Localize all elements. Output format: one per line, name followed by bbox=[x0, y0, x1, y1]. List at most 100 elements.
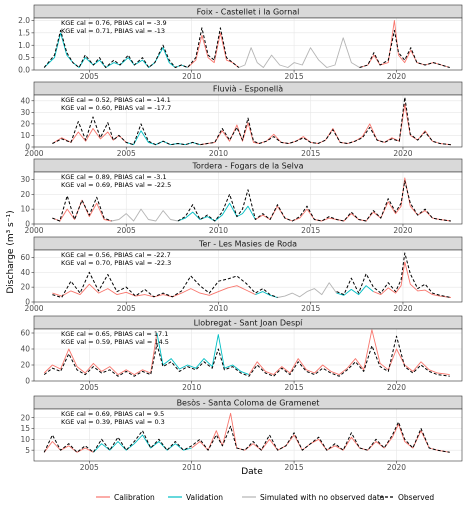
y-tick-label: 10 bbox=[20, 131, 30, 140]
y-tick-label: 0 bbox=[25, 377, 30, 386]
x-tick-label: 2010 bbox=[182, 72, 201, 81]
observed-line bbox=[52, 195, 112, 222]
x-tick-label: 2000 bbox=[24, 226, 43, 235]
legend: Calibration Validation Simulated with no o… bbox=[96, 493, 434, 502]
y-tick-label: 60 bbox=[20, 253, 30, 262]
y-tick-label: 10 bbox=[20, 205, 30, 214]
x-tick-label: 2010 bbox=[209, 304, 228, 313]
observed-line bbox=[43, 335, 450, 377]
x-tick-label: 2010 bbox=[182, 383, 201, 392]
facet-title: Fluvià - Esponellà bbox=[213, 85, 283, 94]
y-tick-label: 20 bbox=[20, 413, 30, 422]
plot-area bbox=[34, 172, 462, 224]
x-tick-label: 2005 bbox=[117, 149, 136, 158]
x-tick-label: 2005 bbox=[80, 463, 99, 472]
legend-label: Calibration bbox=[114, 493, 155, 502]
metrics-annotation: KGE val = 0.59, PBIAS val = 14.5 bbox=[61, 338, 169, 346]
facet-title: Llobregat - Sant Joan Despí bbox=[194, 319, 304, 328]
legend-label: Observed bbox=[398, 493, 434, 502]
y-tick-label: 5 bbox=[25, 446, 30, 455]
legend-label: Validation bbox=[186, 493, 223, 502]
x-tick-label: 2010 bbox=[182, 463, 201, 472]
observed-line bbox=[177, 180, 451, 222]
y-tick-label: 20 bbox=[20, 283, 30, 292]
facet-panels: Foix - Castellet i la Gornal KGE cal = 0.… bbox=[18, 4, 463, 472]
x-tick-label: 2000 bbox=[24, 304, 43, 313]
observed-line bbox=[52, 271, 278, 298]
y-tick-label: 40 bbox=[20, 345, 30, 354]
panel-border bbox=[33, 408, 463, 462]
facet-title: Foix - Castellet i la Gornal bbox=[197, 8, 300, 17]
simulated_no_obs-line bbox=[277, 282, 337, 298]
x-axis-title: Date bbox=[241, 467, 263, 477]
calibration-line bbox=[52, 199, 112, 222]
metrics-annotation: KGE val = 0.71, PBIAS val = -13 bbox=[61, 27, 165, 35]
facet-title: Tordera - Fogars de la Selva bbox=[192, 162, 304, 171]
calibration-line bbox=[43, 332, 158, 376]
x-tick-label: 2000 bbox=[24, 149, 43, 158]
y-tick-label: 1.5 bbox=[18, 28, 30, 37]
y-tick-label: 1.0 bbox=[18, 41, 30, 50]
x-tick-label: 2010 bbox=[209, 149, 228, 158]
panel-border bbox=[33, 17, 463, 71]
metrics-annotation: KGE cal = 0.65, PBIAS cal = 17.1 bbox=[61, 330, 168, 338]
y-tick-label: 20 bbox=[20, 361, 30, 370]
validation-line bbox=[93, 434, 192, 453]
facet-panel: Foix - Castellet i la Gornal KGE cal = 0.… bbox=[18, 4, 463, 81]
calibration-line bbox=[43, 441, 94, 453]
y-tick-label: 60 bbox=[20, 329, 30, 338]
x-tick-label: 2020 bbox=[387, 72, 406, 81]
facet-title: Besòs - Santa Coloma de Gramenet bbox=[177, 398, 320, 408]
y-tick-label: 0 bbox=[25, 298, 30, 307]
facet-panel: Besòs - Santa Coloma de Gramenet KGE cal … bbox=[20, 395, 463, 472]
facet-panel: Fluvià - Esponellà KGE cal = 0.52, PBIAS … bbox=[20, 81, 463, 158]
metrics-annotation: KGE val = 0.69, PBIAS val = -22.5 bbox=[61, 181, 171, 189]
x-tick-label: 2005 bbox=[80, 383, 99, 392]
legend-label: Simulated with no observed data bbox=[260, 493, 384, 502]
observed-line bbox=[43, 27, 240, 68]
x-tick-label: 2005 bbox=[117, 226, 136, 235]
x-tick-label: 2015 bbox=[301, 304, 320, 313]
simulated_no_obs-line bbox=[111, 208, 178, 222]
x-tick-label: 2020 bbox=[393, 149, 412, 158]
panel-border bbox=[33, 94, 463, 148]
observed-line bbox=[336, 252, 451, 298]
metrics-annotation: KGE cal = 0.89, PBIAS cal = -3.1 bbox=[61, 173, 167, 181]
validation-line bbox=[177, 202, 256, 222]
x-tick-label: 2020 bbox=[387, 383, 406, 392]
panel-border bbox=[33, 171, 463, 225]
validation-line bbox=[336, 285, 374, 296]
y-axis-title: Discharge (m³ s⁻¹) bbox=[6, 210, 16, 293]
x-tick-label: 2015 bbox=[301, 226, 320, 235]
metrics-annotation: KGE cal = 0.52, PBIAS cal = -14.1 bbox=[61, 96, 171, 104]
facet-panel: Llobregat - Sant Joan Despí KGE cal = 0.6… bbox=[20, 315, 463, 392]
y-tick-label: 15 bbox=[20, 424, 30, 433]
y-tick-label: 30 bbox=[20, 108, 30, 117]
metrics-annotation: KGE cal = 0.56, PBIAS cal = -22.7 bbox=[61, 251, 171, 259]
validation-line bbox=[43, 32, 188, 68]
metrics-annotation: KGE cal = 0.69, PBIAS cal = 9.5 bbox=[61, 410, 164, 418]
validation-line bbox=[156, 332, 250, 376]
facet-panel: Tordera - Fogars de la Selva KGE cal = 0.… bbox=[20, 158, 463, 235]
metrics-annotation: KGE val = 0.70, PBIAS val = -22.3 bbox=[61, 259, 171, 267]
plot-area bbox=[34, 250, 462, 302]
observed-line bbox=[52, 96, 451, 146]
y-tick-label: 0.0 bbox=[18, 66, 30, 75]
x-tick-label: 2020 bbox=[393, 226, 412, 235]
panel-border bbox=[33, 249, 463, 303]
x-tick-label: 2005 bbox=[117, 304, 136, 313]
x-tick-label: 2015 bbox=[285, 72, 304, 81]
x-tick-label: 2005 bbox=[80, 72, 99, 81]
y-tick-label: 20 bbox=[20, 119, 30, 128]
panel-border bbox=[33, 328, 463, 382]
x-tick-label: 2020 bbox=[393, 304, 412, 313]
calibration-line bbox=[373, 261, 451, 298]
y-tick-label: 0 bbox=[25, 143, 30, 152]
x-tick-label: 2015 bbox=[285, 463, 304, 472]
calibration-line bbox=[187, 32, 240, 68]
y-tick-label: 20 bbox=[20, 190, 30, 199]
plot-area bbox=[34, 329, 462, 381]
metrics-annotation: KGE val = 0.60, PBIAS val = -17.7 bbox=[61, 104, 171, 112]
x-tick-label: 2015 bbox=[301, 149, 320, 158]
